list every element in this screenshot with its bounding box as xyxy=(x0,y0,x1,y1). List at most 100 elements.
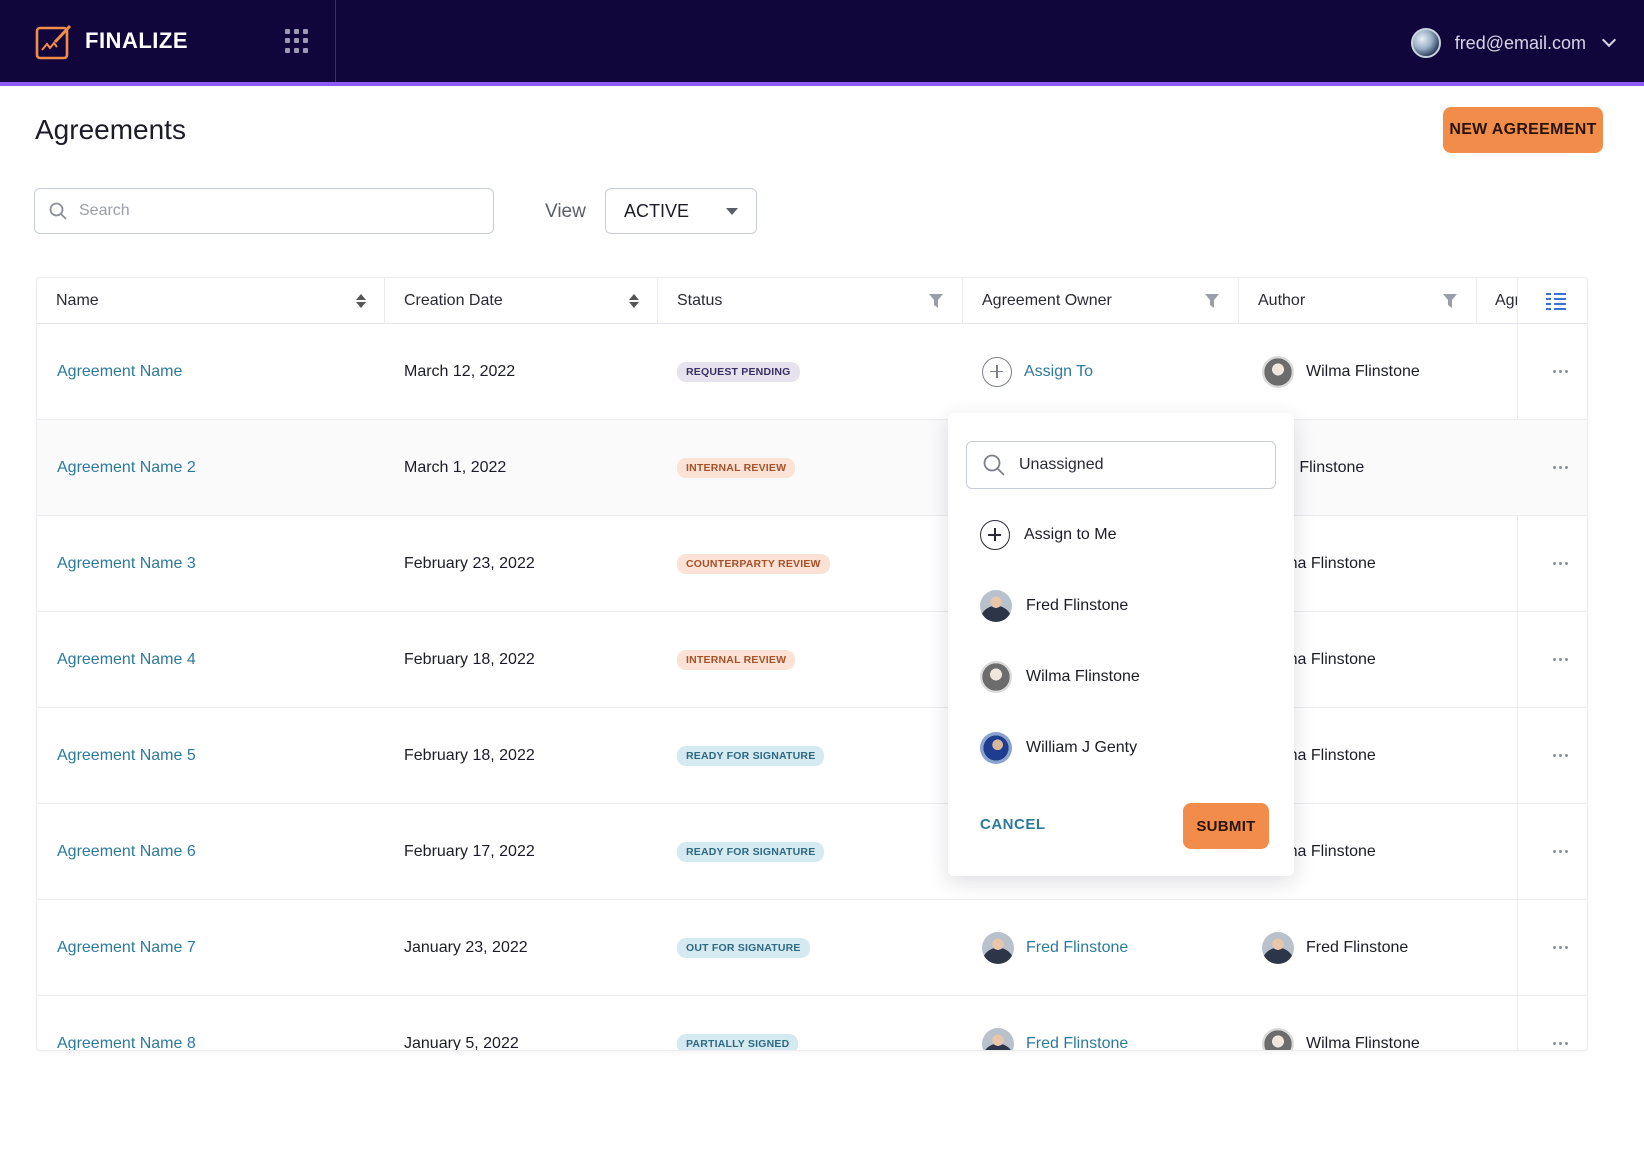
table-row[interactable]: Agreement Name 8 January 5, 2022 PARTIAL… xyxy=(37,996,1587,1051)
agreement-name-link[interactable]: Agreement Name 7 xyxy=(57,938,196,956)
status-badge: READY FOR SIGNATURE xyxy=(677,841,825,862)
table-row[interactable]: Agreement Name 4 February 18, 2022 INTER… xyxy=(37,612,1587,708)
more-actions-button[interactable] xyxy=(1545,900,1575,995)
author-cell: Wilma Flinstone xyxy=(1262,324,1420,419)
view-select[interactable]: ACTIVE xyxy=(605,188,757,234)
owner-cell[interactable]: Fred Flinstone xyxy=(982,900,1128,995)
column-settings-icon[interactable] xyxy=(1546,292,1566,310)
assignee-search-field[interactable]: Unassigned xyxy=(966,441,1276,489)
creation-date: February 23, 2022 xyxy=(404,554,535,572)
submit-button[interactable]: SUBMIT xyxy=(1183,803,1269,849)
author-cell: Fred Flinstone xyxy=(1262,900,1408,995)
status-badge: OUT FOR SIGNATURE xyxy=(677,937,810,958)
search-icon xyxy=(983,454,1005,476)
cancel-button[interactable]: CANCEL xyxy=(980,816,1046,833)
author-name: Fred Flinstone xyxy=(1306,938,1409,956)
column-label: Creation Date xyxy=(404,292,503,309)
more-actions-button[interactable] xyxy=(1545,420,1575,515)
table-row[interactable]: Agreement Name 7 January 23, 2022 OUT FO… xyxy=(37,900,1587,996)
avatar xyxy=(982,1027,1014,1050)
owner-name-link[interactable]: Fred Flinstone xyxy=(1026,1034,1129,1051)
status-badge: INTERNAL REVIEW xyxy=(677,649,796,670)
app-grid-icon[interactable] xyxy=(285,29,309,53)
user-option-wilma[interactable]: Wilma Flinstone xyxy=(980,661,1140,693)
table-row[interactable]: Agreement Name 6 February 17, 2022 READY… xyxy=(37,804,1587,900)
option-label: Wilma Flinstone xyxy=(1026,668,1140,685)
more-horizontal-icon xyxy=(1552,562,1568,565)
more-horizontal-icon xyxy=(1552,466,1568,469)
more-horizontal-icon xyxy=(1552,850,1568,853)
owner-name-link[interactable]: Fred Flinstone xyxy=(1026,938,1129,956)
agreement-name-link[interactable]: Agreement Name 8 xyxy=(57,1034,196,1051)
status-badge: REQUEST PENDING xyxy=(677,361,800,382)
more-horizontal-icon xyxy=(1552,370,1568,373)
status-cell: PARTIALLY SIGNED xyxy=(677,996,799,1050)
sort-icon[interactable] xyxy=(629,293,639,309)
column-label: Agreement Owner xyxy=(982,292,1112,309)
column-label: Author xyxy=(1258,292,1306,309)
app-name: FINALIZE xyxy=(85,28,188,53)
search-field[interactable] xyxy=(34,188,494,234)
status-cell: READY FOR SIGNATURE xyxy=(677,708,825,803)
filter-icon[interactable] xyxy=(1442,293,1458,309)
status-cell: INTERNAL REVIEW xyxy=(677,612,796,707)
column-header-creation-date[interactable]: Creation Date xyxy=(385,278,658,324)
user-option-fred[interactable]: Fred Flinstone xyxy=(980,590,1128,622)
more-actions-button[interactable] xyxy=(1545,708,1575,803)
table-row[interactable]: Agreement Name March 12, 2022 REQUEST PE… xyxy=(37,324,1587,420)
more-actions-button[interactable] xyxy=(1545,612,1575,707)
user-option-william[interactable]: William J Genty xyxy=(980,732,1137,764)
finalize-logo-icon xyxy=(35,24,72,60)
agreement-name-link[interactable]: Agreement Name 6 xyxy=(57,842,196,860)
brand[interactable]: FINALIZE xyxy=(35,22,188,60)
user-menu[interactable]: fred@email.com xyxy=(1410,28,1617,58)
column-header-status[interactable]: Status xyxy=(658,278,963,324)
avatar xyxy=(980,732,1012,764)
table-row[interactable]: Agreement Name 3 February 23, 2022 COUNT… xyxy=(37,516,1587,612)
more-actions-button[interactable] xyxy=(1545,804,1575,899)
column-header-author[interactable]: Author xyxy=(1239,278,1477,324)
more-actions-button[interactable] xyxy=(1545,324,1575,419)
option-label: Fred Flinstone xyxy=(1026,597,1129,614)
author-cell: Wilma Flinstone xyxy=(1262,996,1420,1051)
more-horizontal-icon xyxy=(1552,1042,1568,1045)
table-row[interactable]: Agreement Name 5 February 18, 2022 READY… xyxy=(37,708,1587,804)
avatar xyxy=(982,931,1014,964)
search-input[interactable] xyxy=(79,202,459,220)
status-badge: INTERNAL REVIEW xyxy=(677,457,796,478)
column-header-name[interactable]: Name xyxy=(37,278,385,324)
top-navigation-bar: FINALIZE fred@email.com xyxy=(0,0,1644,86)
agreement-name-link[interactable]: Agreement Name 2 xyxy=(57,458,196,476)
filter-icon[interactable] xyxy=(928,293,944,309)
dropdown-arrow-icon xyxy=(726,207,738,215)
agreement-name-link[interactable]: Agreement Name 4 xyxy=(57,650,196,668)
page-title: Agreements xyxy=(35,114,186,145)
user-email: fred@email.com xyxy=(1454,32,1586,53)
avatar xyxy=(980,590,1012,622)
column-header-truncated[interactable]: Agr xyxy=(1477,278,1517,324)
view-selected-value: ACTIVE xyxy=(624,200,690,221)
column-header-agreement-owner[interactable]: Agreement Owner xyxy=(963,278,1239,324)
filter-icon[interactable] xyxy=(1204,293,1220,309)
status-cell: REQUEST PENDING xyxy=(677,324,800,419)
sort-icon[interactable] xyxy=(356,293,366,309)
assign-to-me-option[interactable]: Assign to Me xyxy=(980,520,1116,550)
status-cell: READY FOR SIGNATURE xyxy=(677,804,825,899)
author-name: Wilma Flinstone xyxy=(1306,1034,1420,1051)
more-actions-button[interactable] xyxy=(1545,996,1575,1050)
table-row[interactable]: Agreement Name 2 March 1, 2022 INTERNAL … xyxy=(37,420,1587,516)
agreement-name-link[interactable]: Agreement Name 3 xyxy=(57,554,196,572)
chevron-down-icon xyxy=(1601,32,1617,48)
creation-date: March 1, 2022 xyxy=(404,458,507,476)
owner-cell[interactable]: Fred Flinstone xyxy=(982,996,1129,1051)
assign-to-button[interactable]: Assign To xyxy=(982,324,1093,419)
agreement-name-link[interactable]: Agreement Name 5 xyxy=(57,746,196,764)
agreement-name-link[interactable]: Agreement Name xyxy=(57,362,183,380)
status-badge: READY FOR SIGNATURE xyxy=(677,745,825,766)
new-agreement-button[interactable]: NEW AGREEMENT xyxy=(1443,107,1603,153)
status-cell: COUNTERPARTY REVIEW xyxy=(677,516,830,611)
more-actions-button[interactable] xyxy=(1545,516,1575,611)
avatar xyxy=(1262,355,1294,388)
header-divider xyxy=(335,0,336,82)
assign-owner-popover: Unassigned Assign to Me Fred Flinstone W… xyxy=(948,413,1294,876)
